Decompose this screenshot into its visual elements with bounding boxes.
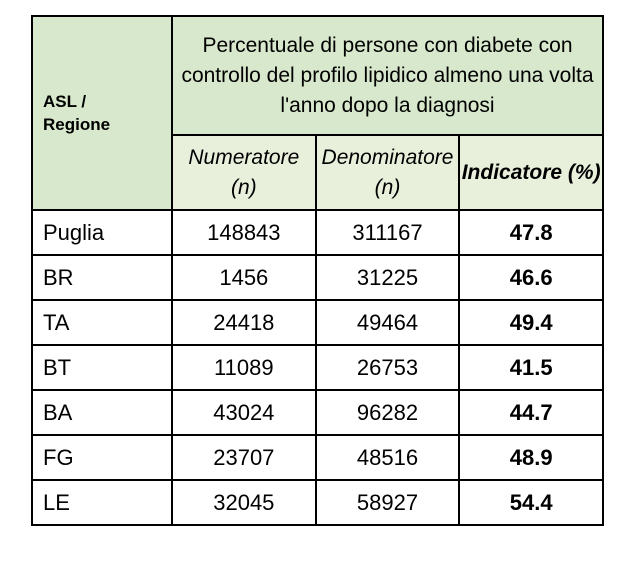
numeratore-cell: 11089 <box>171 344 317 391</box>
numeratore-header: Numeratore (n) <box>171 134 317 211</box>
region-cell: BA <box>31 389 173 436</box>
denominatore-cell: 26753 <box>314 344 461 391</box>
diabetes-lipid-table: ASL / Regione Percentuale di persone con… <box>31 15 604 526</box>
table-row: BR 1456 31225 46.6 <box>31 254 604 301</box>
region-cell: LE <box>31 479 173 526</box>
region-cell: Puglia <box>31 209 173 256</box>
indicatore-cell: 49.4 <box>458 299 604 346</box>
numeratore-cell: 43024 <box>171 389 317 436</box>
denominatore-header: Denominatore (n) <box>314 134 461 211</box>
table-row: BA 43024 96282 44.7 <box>31 389 604 436</box>
asl-regione-header: ASL / Regione <box>31 15 173 211</box>
region-cell: BT <box>31 344 173 391</box>
table-row: LE 32045 58927 54.4 <box>31 479 604 526</box>
region-cell: FG <box>31 434 173 481</box>
numeratore-cell: 1456 <box>171 254 317 301</box>
numeratore-cell: 24418 <box>171 299 317 346</box>
denominatore-cell: 49464 <box>314 299 461 346</box>
region-cell: BR <box>31 254 173 301</box>
asl-regione-label: ASL / Regione <box>43 92 111 134</box>
table-row: TA 24418 49464 49.4 <box>31 299 604 346</box>
denominatore-cell: 311167 <box>314 209 461 256</box>
indicatore-cell: 46.6 <box>458 254 604 301</box>
table-row: BT 11089 26753 41.5 <box>31 344 604 391</box>
numeratore-cell: 23707 <box>171 434 317 481</box>
indicatore-header: Indicatore (%) <box>458 134 604 211</box>
table-title: Percentuale di persone con diabete con c… <box>171 15 604 136</box>
denominatore-cell: 48516 <box>314 434 461 481</box>
denominatore-cell: 96282 <box>314 389 461 436</box>
indicatore-cell: 48.9 <box>458 434 604 481</box>
table-container: ASL / Regione Percentuale di persone con… <box>31 15 604 526</box>
denominatore-cell: 31225 <box>314 254 461 301</box>
indicatore-cell: 54.4 <box>458 479 604 526</box>
denominatore-cell: 58927 <box>314 479 461 526</box>
indicatore-cell: 44.7 <box>458 389 604 436</box>
numeratore-cell: 32045 <box>171 479 317 526</box>
table-row: FG 23707 48516 48.9 <box>31 434 604 481</box>
indicatore-cell: 41.5 <box>458 344 604 391</box>
table-body: Puglia 148843 311167 47.8 BR 1456 31225 46.6 TA 2… <box>31 209 604 526</box>
indicatore-cell: 47.8 <box>458 209 604 256</box>
region-cell: TA <box>31 299 173 346</box>
numeratore-cell: 148843 <box>171 209 317 256</box>
table-row: Puglia 148843 311167 47.8 <box>31 209 604 256</box>
